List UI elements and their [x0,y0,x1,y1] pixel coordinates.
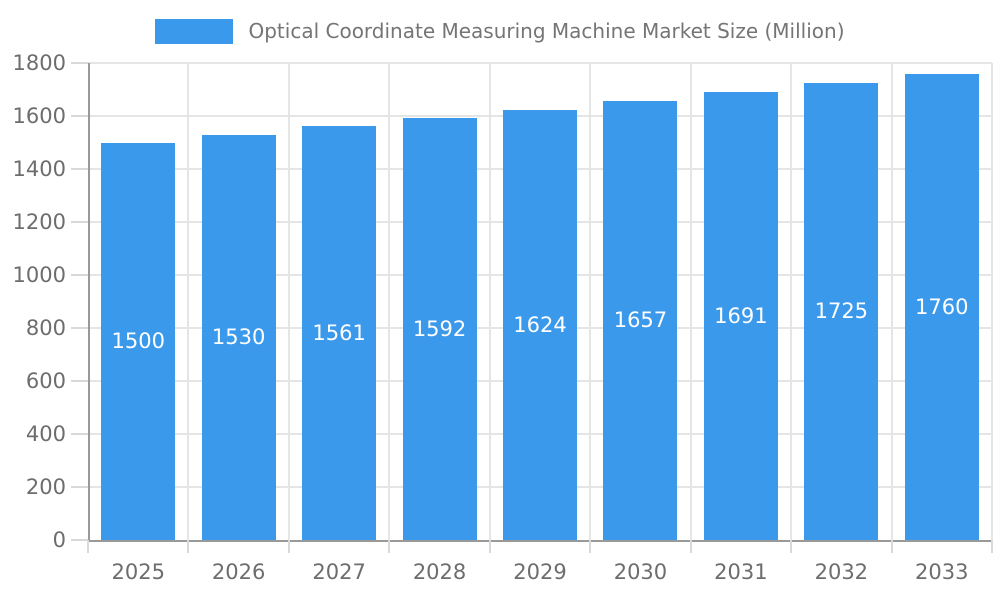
y-tick-label: 1400 [12,157,66,181]
y-tick-label: 600 [25,369,66,393]
x-tick-label: 2026 [211,560,266,584]
y-tick-label: 800 [25,316,66,340]
y-tick-mark [71,274,88,276]
bar-2031[interactable] [703,91,778,540]
y-tick-label: 200 [25,475,66,499]
legend-label: Optical Coordinate Measuring Machine Mar… [248,19,845,43]
plot-area: 1500 1530 1561 1592 1624 1657 1691 1725 1760 [88,62,993,542]
legend-swatch [155,18,234,44]
x-tick-mark [388,540,391,553]
legend[interactable]: Optical Coordinate Measuring Machine Mar… [0,16,1000,46]
y-tick-label: 1800 [12,51,66,75]
x-tick-mark [87,540,89,553]
x-tick-label: 2029 [513,560,567,584]
y-tick-mark [71,433,88,435]
x-tick-label: 2028 [412,560,467,584]
bar-2027[interactable] [302,126,377,540]
x-tick-label: 2030 [613,560,668,584]
y-tick-mark [71,486,88,488]
y-tick-mark [71,221,88,223]
x-gridline [790,63,793,540]
bar-2025[interactable] [101,142,176,540]
y-axis-line [88,63,90,540]
x-tick-mark [991,540,993,553]
bar-2030[interactable] [603,100,678,540]
bar-2028[interactable] [402,118,477,540]
bar-2026[interactable] [201,134,276,540]
x-tick-mark [790,540,793,553]
y-tick-label: 0 [52,528,66,552]
y-tick-mark [71,168,88,170]
y-tick-label: 1200 [12,210,66,234]
x-gridline [388,63,391,540]
x-tick-label: 2033 [915,560,969,584]
x-gridline [589,63,592,540]
y-tick-mark [71,380,88,382]
x-tick-label: 2032 [814,560,869,584]
x-tick-mark [187,540,190,553]
bar-2029[interactable] [503,109,577,540]
x-tick-mark [890,540,893,553]
x-gridline [689,63,692,540]
y-tick-mark [71,115,88,117]
x-tick-mark [488,540,491,553]
x-axis-line [88,540,992,542]
x-tick-label: 2027 [312,560,366,584]
y-tick-label: 1600 [12,104,66,128]
bar-2033[interactable] [904,73,979,540]
x-tick-mark [689,540,692,553]
y-tick-label: 400 [25,422,66,446]
x-tick-mark [589,540,592,553]
y-tick-mark [71,539,88,541]
x-tick-label: 2025 [111,560,165,584]
x-gridline [488,63,491,540]
x-tick-mark [287,540,290,553]
x-gridline [287,63,290,540]
x-gridline [991,63,993,540]
y-tick-mark [71,327,88,329]
y-tick-mark [71,62,88,64]
y-tick-label: 1000 [12,263,66,287]
bar-2032[interactable] [804,82,879,540]
x-gridline [187,63,190,540]
x-tick-label: 2031 [714,560,768,584]
x-gridline [890,63,893,540]
y-gridline [88,62,992,64]
